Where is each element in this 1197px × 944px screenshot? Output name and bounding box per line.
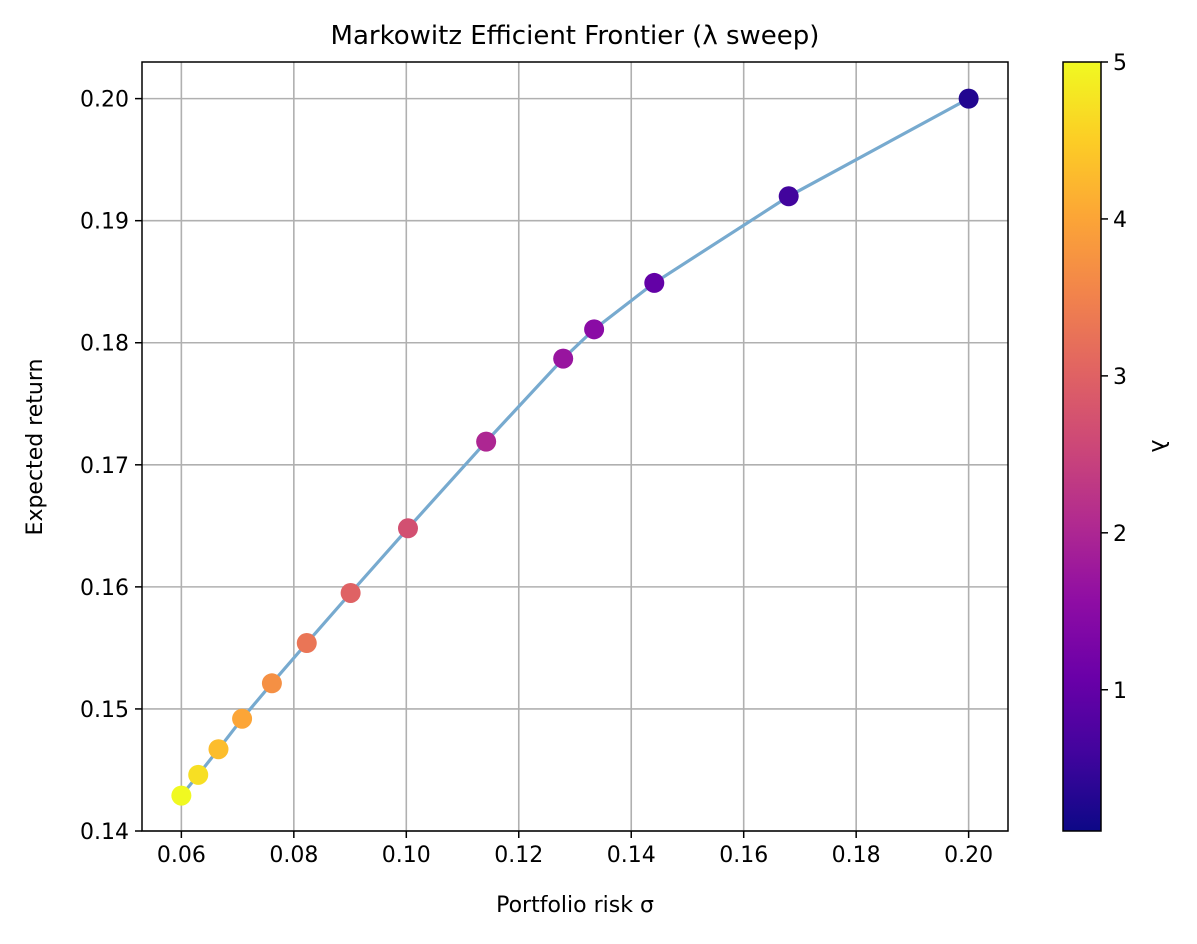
frontier-point <box>476 431 497 452</box>
colorbar-tick-label: 1 <box>1113 679 1127 704</box>
colorbar-tick-label: 5 <box>1113 51 1127 76</box>
x-tick-label: 0.12 <box>494 843 543 868</box>
frontier-point <box>778 186 799 207</box>
y-tick-label: 0.14 <box>80 820 129 845</box>
frontier-point <box>340 582 361 603</box>
colorbar-tick-label: 2 <box>1113 522 1127 547</box>
y-tick-label: 0.20 <box>80 88 129 113</box>
x-axis-label: Portfolio risk σ <box>496 893 654 918</box>
data-points <box>171 88 979 806</box>
x-tick-label: 0.18 <box>832 843 881 868</box>
y-axis-ticks: 0.14 0.15 0.16 0.17 0.18 0.19 0.20 <box>80 88 142 845</box>
colorbar-label: λ <box>1146 439 1171 452</box>
frontier-point <box>584 319 605 340</box>
y-tick-label: 0.19 <box>80 210 129 235</box>
x-tick-label: 0.08 <box>269 843 318 868</box>
x-tick-label: 0.14 <box>607 843 656 868</box>
colorbar <box>1062 61 1102 832</box>
y-tick-label: 0.15 <box>80 698 129 723</box>
frontier-line <box>180 97 970 797</box>
x-tick-label: 0.20 <box>944 843 993 868</box>
frontier-point <box>296 633 317 654</box>
y-tick-label: 0.17 <box>80 454 129 479</box>
frontier-point <box>553 348 574 369</box>
frontier-point <box>958 88 979 109</box>
frontier-point <box>261 673 282 694</box>
frontier-point <box>208 739 229 760</box>
frontier-point <box>188 764 209 785</box>
colorbar-tick-label: 4 <box>1113 208 1127 233</box>
chart-title: Markowitz Efficient Frontier (λ sweep) <box>331 21 820 51</box>
grid-lines <box>142 62 1008 832</box>
frontier-point <box>644 272 665 293</box>
x-tick-label: 0.06 <box>157 843 206 868</box>
x-axis-ticks: 0.06 0.08 0.10 0.12 0.14 0.16 0.18 0.20 <box>157 831 993 868</box>
x-tick-label: 0.16 <box>719 843 768 868</box>
y-tick-label: 0.18 <box>80 332 129 357</box>
y-tick-label: 0.16 <box>80 576 129 601</box>
frontier-point <box>397 518 418 539</box>
y-axis-label: Expected return <box>23 359 48 536</box>
colorbar-tick-label: 3 <box>1113 365 1127 390</box>
x-tick-label: 0.10 <box>382 843 431 868</box>
colorbar-ticks: 1 2 3 4 5 <box>1101 51 1127 704</box>
frontier-point <box>171 785 192 806</box>
frontier-point <box>232 708 253 729</box>
plot-frame <box>141 61 1009 832</box>
frontier-line-group <box>180 97 970 797</box>
